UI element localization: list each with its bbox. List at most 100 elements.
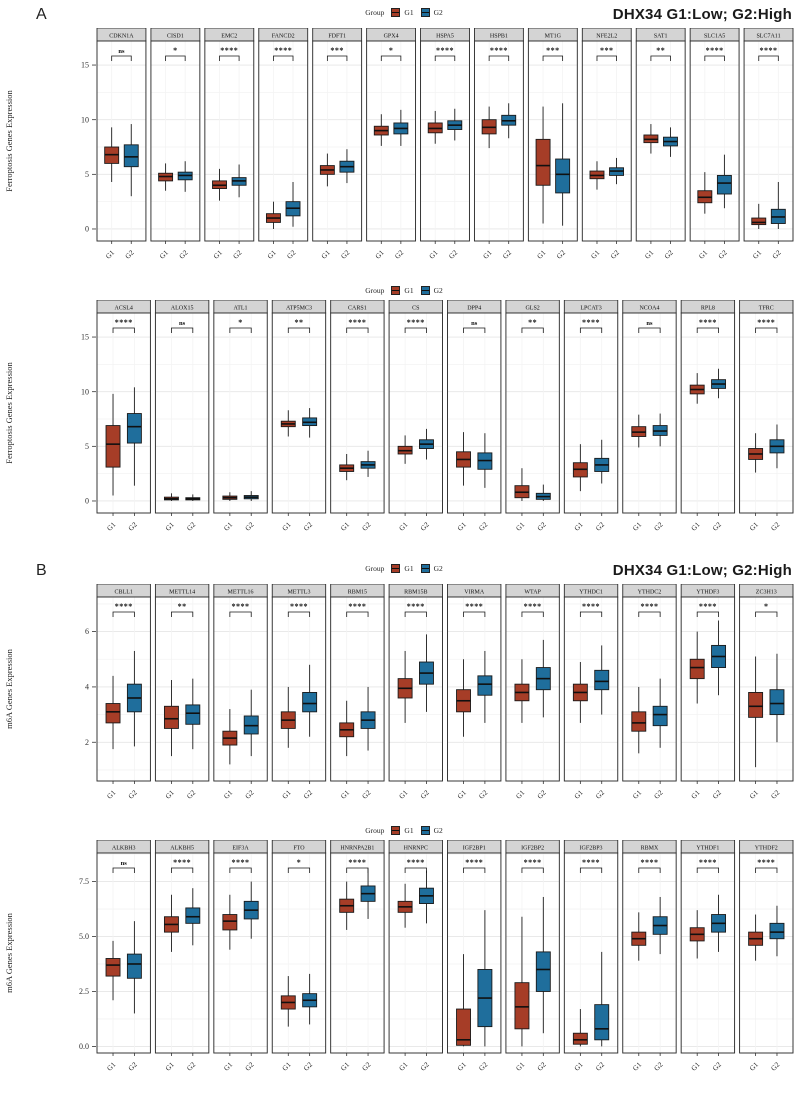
facet-GPX4: GPX4 G1 G2 *: [366, 28, 417, 261]
legend-item-g1-label: G1: [404, 826, 414, 835]
svg-text:G2: G2: [244, 520, 256, 532]
svg-text:G1: G1: [266, 248, 278, 260]
svg-text:0: 0: [85, 497, 89, 506]
svg-text:G2: G2: [770, 520, 782, 532]
facet-CS: CS G1 G2 ****: [388, 300, 443, 533]
svg-text:G1: G1: [482, 248, 494, 260]
svg-text:EMC2: EMC2: [221, 33, 237, 39]
svg-text:10: 10: [81, 115, 89, 124]
svg-text:FTO: FTO: [293, 845, 305, 851]
svg-text:ns: ns: [646, 320, 653, 327]
svg-text:G1: G1: [398, 520, 410, 532]
svg-text:CARS1: CARS1: [348, 305, 367, 311]
svg-text:ATL1: ATL1: [234, 305, 248, 311]
svg-text:G2: G2: [302, 788, 314, 800]
significance-bracket: [326, 55, 348, 61]
svg-text:G1: G1: [573, 520, 585, 532]
svg-text:G2: G2: [419, 788, 431, 800]
svg-text:G1: G1: [643, 248, 655, 260]
svg-text:G2: G2: [302, 1060, 314, 1072]
svg-text:G2: G2: [302, 520, 314, 532]
svg-text:ns: ns: [179, 320, 186, 327]
svg-text:G1: G1: [212, 248, 224, 260]
facet-TFRC: TFRC G1 G2 ****: [739, 300, 794, 533]
svg-text:7.5: 7.5: [79, 877, 89, 886]
facet-ALKBH5: ALKBH5 G1 G2 ****: [154, 840, 210, 1073]
facet-CISD1: CISD1 G1 G2 *: [150, 28, 201, 261]
svg-text:G2: G2: [286, 248, 298, 260]
box-g2: [652, 705, 668, 727]
svg-text:**: **: [528, 318, 537, 327]
significance-bracket: [346, 867, 369, 873]
legend-swatch-g1: [391, 564, 401, 573]
box-g2: [126, 413, 142, 444]
significance-bracket: [112, 327, 135, 333]
legend-title: Group: [365, 8, 385, 17]
facet-RBMX: RBMX G1 G2 ****: [622, 840, 677, 1073]
legend-title: Group: [365, 826, 385, 835]
box-g2: [302, 692, 318, 713]
svg-text:G2: G2: [717, 248, 729, 260]
svg-text:G2: G2: [178, 248, 190, 260]
svg-text:SAT1: SAT1: [654, 33, 668, 39]
svg-text:6: 6: [85, 627, 89, 636]
significance-bracket: [463, 611, 486, 617]
box-g2: [126, 953, 142, 979]
boxplot-grid-m6a-2: m6A Genes Expression 0.0 2.5 5.0 7.5 ALKBH3 G1…: [4, 840, 794, 1073]
svg-text:RBM15: RBM15: [348, 589, 367, 595]
svg-text:IGF2BP1: IGF2BP1: [463, 845, 486, 851]
svg-text:IGF2BP2: IGF2BP2: [521, 845, 544, 851]
svg-text:G1: G1: [514, 520, 526, 532]
svg-text:FDFT1: FDFT1: [328, 33, 346, 39]
facet-ACSL4: ACSL4 G1 G2 ****: [96, 300, 151, 533]
svg-text:****: ****: [290, 602, 308, 611]
svg-text:HSPB1: HSPB1: [490, 33, 508, 39]
svg-text:****: ****: [115, 318, 133, 327]
facet-YTHDC2: YTHDC2 G1 G2 ****: [622, 584, 677, 801]
svg-text:DPP4: DPP4: [467, 305, 481, 311]
svg-text:G2: G2: [127, 1060, 139, 1072]
svg-text:G2: G2: [770, 1060, 782, 1072]
svg-text:G2: G2: [232, 248, 244, 260]
facet-METTL3: METTL3 G1 G2 ****: [271, 584, 327, 801]
svg-text:ns: ns: [121, 860, 128, 867]
significance-bracket: [696, 611, 719, 617]
significance-bracket: [346, 611, 369, 617]
significance-bracket: [287, 867, 311, 873]
svg-text:G1: G1: [320, 248, 332, 260]
significance-bracket: [755, 327, 778, 333]
box-g1: [105, 703, 121, 724]
facet-ALOX15: ALOX15 G1 G2 ns: [154, 300, 210, 533]
svg-text:G1: G1: [456, 520, 468, 532]
box-g2: [594, 1004, 610, 1041]
svg-text:CBLL1: CBLL1: [115, 589, 133, 595]
svg-text:G1: G1: [751, 248, 763, 260]
svg-text:G1: G1: [590, 248, 602, 260]
facet-EMC2: EMC2 G1 G2 ****: [204, 28, 255, 261]
boxplot-grid-ferroptosis-2: Ferroptosis Genes Expression 0 5 10 15 ACSL4 G…: [4, 300, 794, 533]
facet-YTHDF1: YTHDF1 G1 G2 ****: [680, 840, 736, 1073]
svg-text:RBM15B: RBM15B: [404, 589, 427, 595]
svg-text:G2: G2: [711, 520, 723, 532]
box-g1: [105, 958, 121, 977]
svg-text:G1: G1: [398, 1060, 410, 1072]
legend-b1: Group G1 G2: [0, 564, 808, 573]
svg-text:****: ****: [232, 858, 250, 867]
figure-title-a: DHX34 G1:Low; G2:High: [612, 6, 792, 23]
significance-bracket: [273, 55, 294, 61]
svg-text:ZC3H13: ZC3H13: [756, 589, 777, 595]
svg-text:G1: G1: [514, 788, 526, 800]
svg-text:EIF3A: EIF3A: [232, 845, 249, 851]
significance-bracket: [346, 327, 369, 333]
facet-ATP5MC3: ATP5MC3 G1 G2 **: [271, 300, 327, 533]
svg-text:G2: G2: [555, 248, 567, 260]
significance-bracket: [596, 55, 617, 61]
significance-bracket: [287, 611, 311, 617]
significance-bracket: [521, 327, 544, 333]
svg-text:G2: G2: [653, 788, 665, 800]
svg-text:METTL3: METTL3: [287, 589, 310, 595]
svg-text:5: 5: [85, 442, 89, 451]
svg-text:****: ****: [640, 602, 658, 611]
svg-text:****: ****: [757, 858, 775, 867]
